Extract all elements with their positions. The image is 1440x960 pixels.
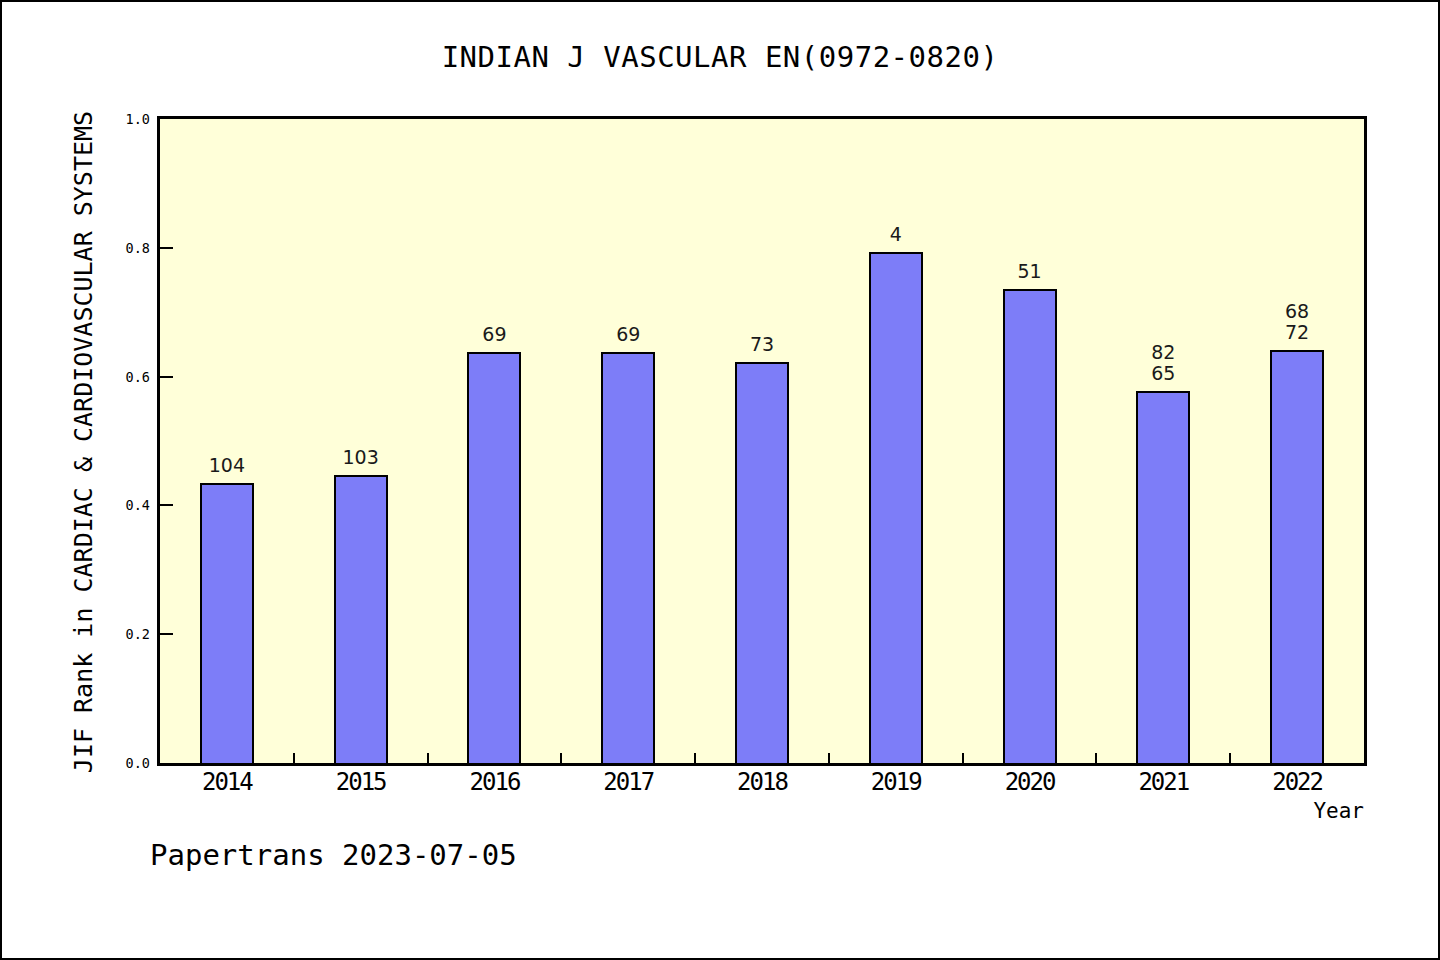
watermark-text: Papertrans 2023-07-05 bbox=[150, 838, 517, 872]
x-tick-label: 2021 bbox=[1103, 768, 1223, 796]
x-tick-label: 2020 bbox=[970, 768, 1090, 796]
x-tick-mark bbox=[427, 753, 429, 763]
bar-2017 bbox=[601, 352, 655, 763]
y-tick-label: 1.0 bbox=[110, 110, 150, 128]
bar-2014 bbox=[200, 483, 254, 763]
bar-value-label: 68 72 bbox=[1237, 301, 1357, 343]
bar-value-label: 104 bbox=[167, 455, 287, 476]
x-tick-label: 2015 bbox=[301, 768, 421, 796]
bar-2021 bbox=[1136, 391, 1190, 763]
x-tick-label: 2017 bbox=[568, 768, 688, 796]
bar-2019 bbox=[869, 252, 923, 763]
bar-value-label: 82 65 bbox=[1103, 342, 1223, 384]
x-tick-mark bbox=[694, 753, 696, 763]
y-tick-mark bbox=[160, 376, 173, 378]
y-tick-label: 0.8 bbox=[110, 239, 150, 257]
bar-value-label: 73 bbox=[702, 334, 822, 355]
x-tick-mark bbox=[1095, 753, 1097, 763]
bar-2018 bbox=[735, 362, 789, 763]
x-tick-mark bbox=[962, 753, 964, 763]
y-tick-label: 0.2 bbox=[110, 625, 150, 643]
x-tick-label: 2014 bbox=[167, 768, 287, 796]
x-tick-label: 2016 bbox=[434, 768, 554, 796]
bar-value-label: 103 bbox=[301, 447, 421, 468]
y-axis-title: JIF Rank in CARDIAC & CARDIOVASCULAR SYS… bbox=[69, 111, 98, 773]
x-tick-mark bbox=[828, 753, 830, 763]
x-tick-label: 2018 bbox=[702, 768, 822, 796]
chart-page: INDIAN J VASCULAR EN(0972-0820) JIF Rank… bbox=[0, 0, 1440, 960]
plot-area: 104 103 69 69 73 4 51 82 65 68 72 bbox=[157, 116, 1367, 766]
y-tick-mark bbox=[160, 633, 173, 635]
bar-value-label: 4 bbox=[836, 224, 956, 245]
bar-2022 bbox=[1270, 350, 1324, 763]
x-tick-label: 2022 bbox=[1237, 768, 1357, 796]
x-tick-mark bbox=[560, 753, 562, 763]
x-tick-mark bbox=[1229, 753, 1231, 763]
y-tick-mark bbox=[160, 247, 173, 249]
bar-2016 bbox=[467, 352, 521, 763]
chart-title: INDIAN J VASCULAR EN(0972-0820) bbox=[2, 40, 1438, 74]
x-axis-title: Year bbox=[1264, 799, 1364, 823]
bar-value-label: 69 bbox=[568, 324, 688, 345]
y-tick-label: 0.0 bbox=[110, 754, 150, 772]
x-tick-mark bbox=[293, 753, 295, 763]
bar-value-label: 69 bbox=[434, 324, 554, 345]
x-tick-label: 2019 bbox=[836, 768, 956, 796]
bar-value-label: 51 bbox=[970, 261, 1090, 282]
y-tick-label: 0.6 bbox=[110, 368, 150, 386]
bar-2020 bbox=[1003, 289, 1057, 763]
bar-2015 bbox=[334, 475, 388, 764]
y-tick-label: 0.4 bbox=[110, 496, 150, 514]
y-tick-mark bbox=[160, 504, 173, 506]
